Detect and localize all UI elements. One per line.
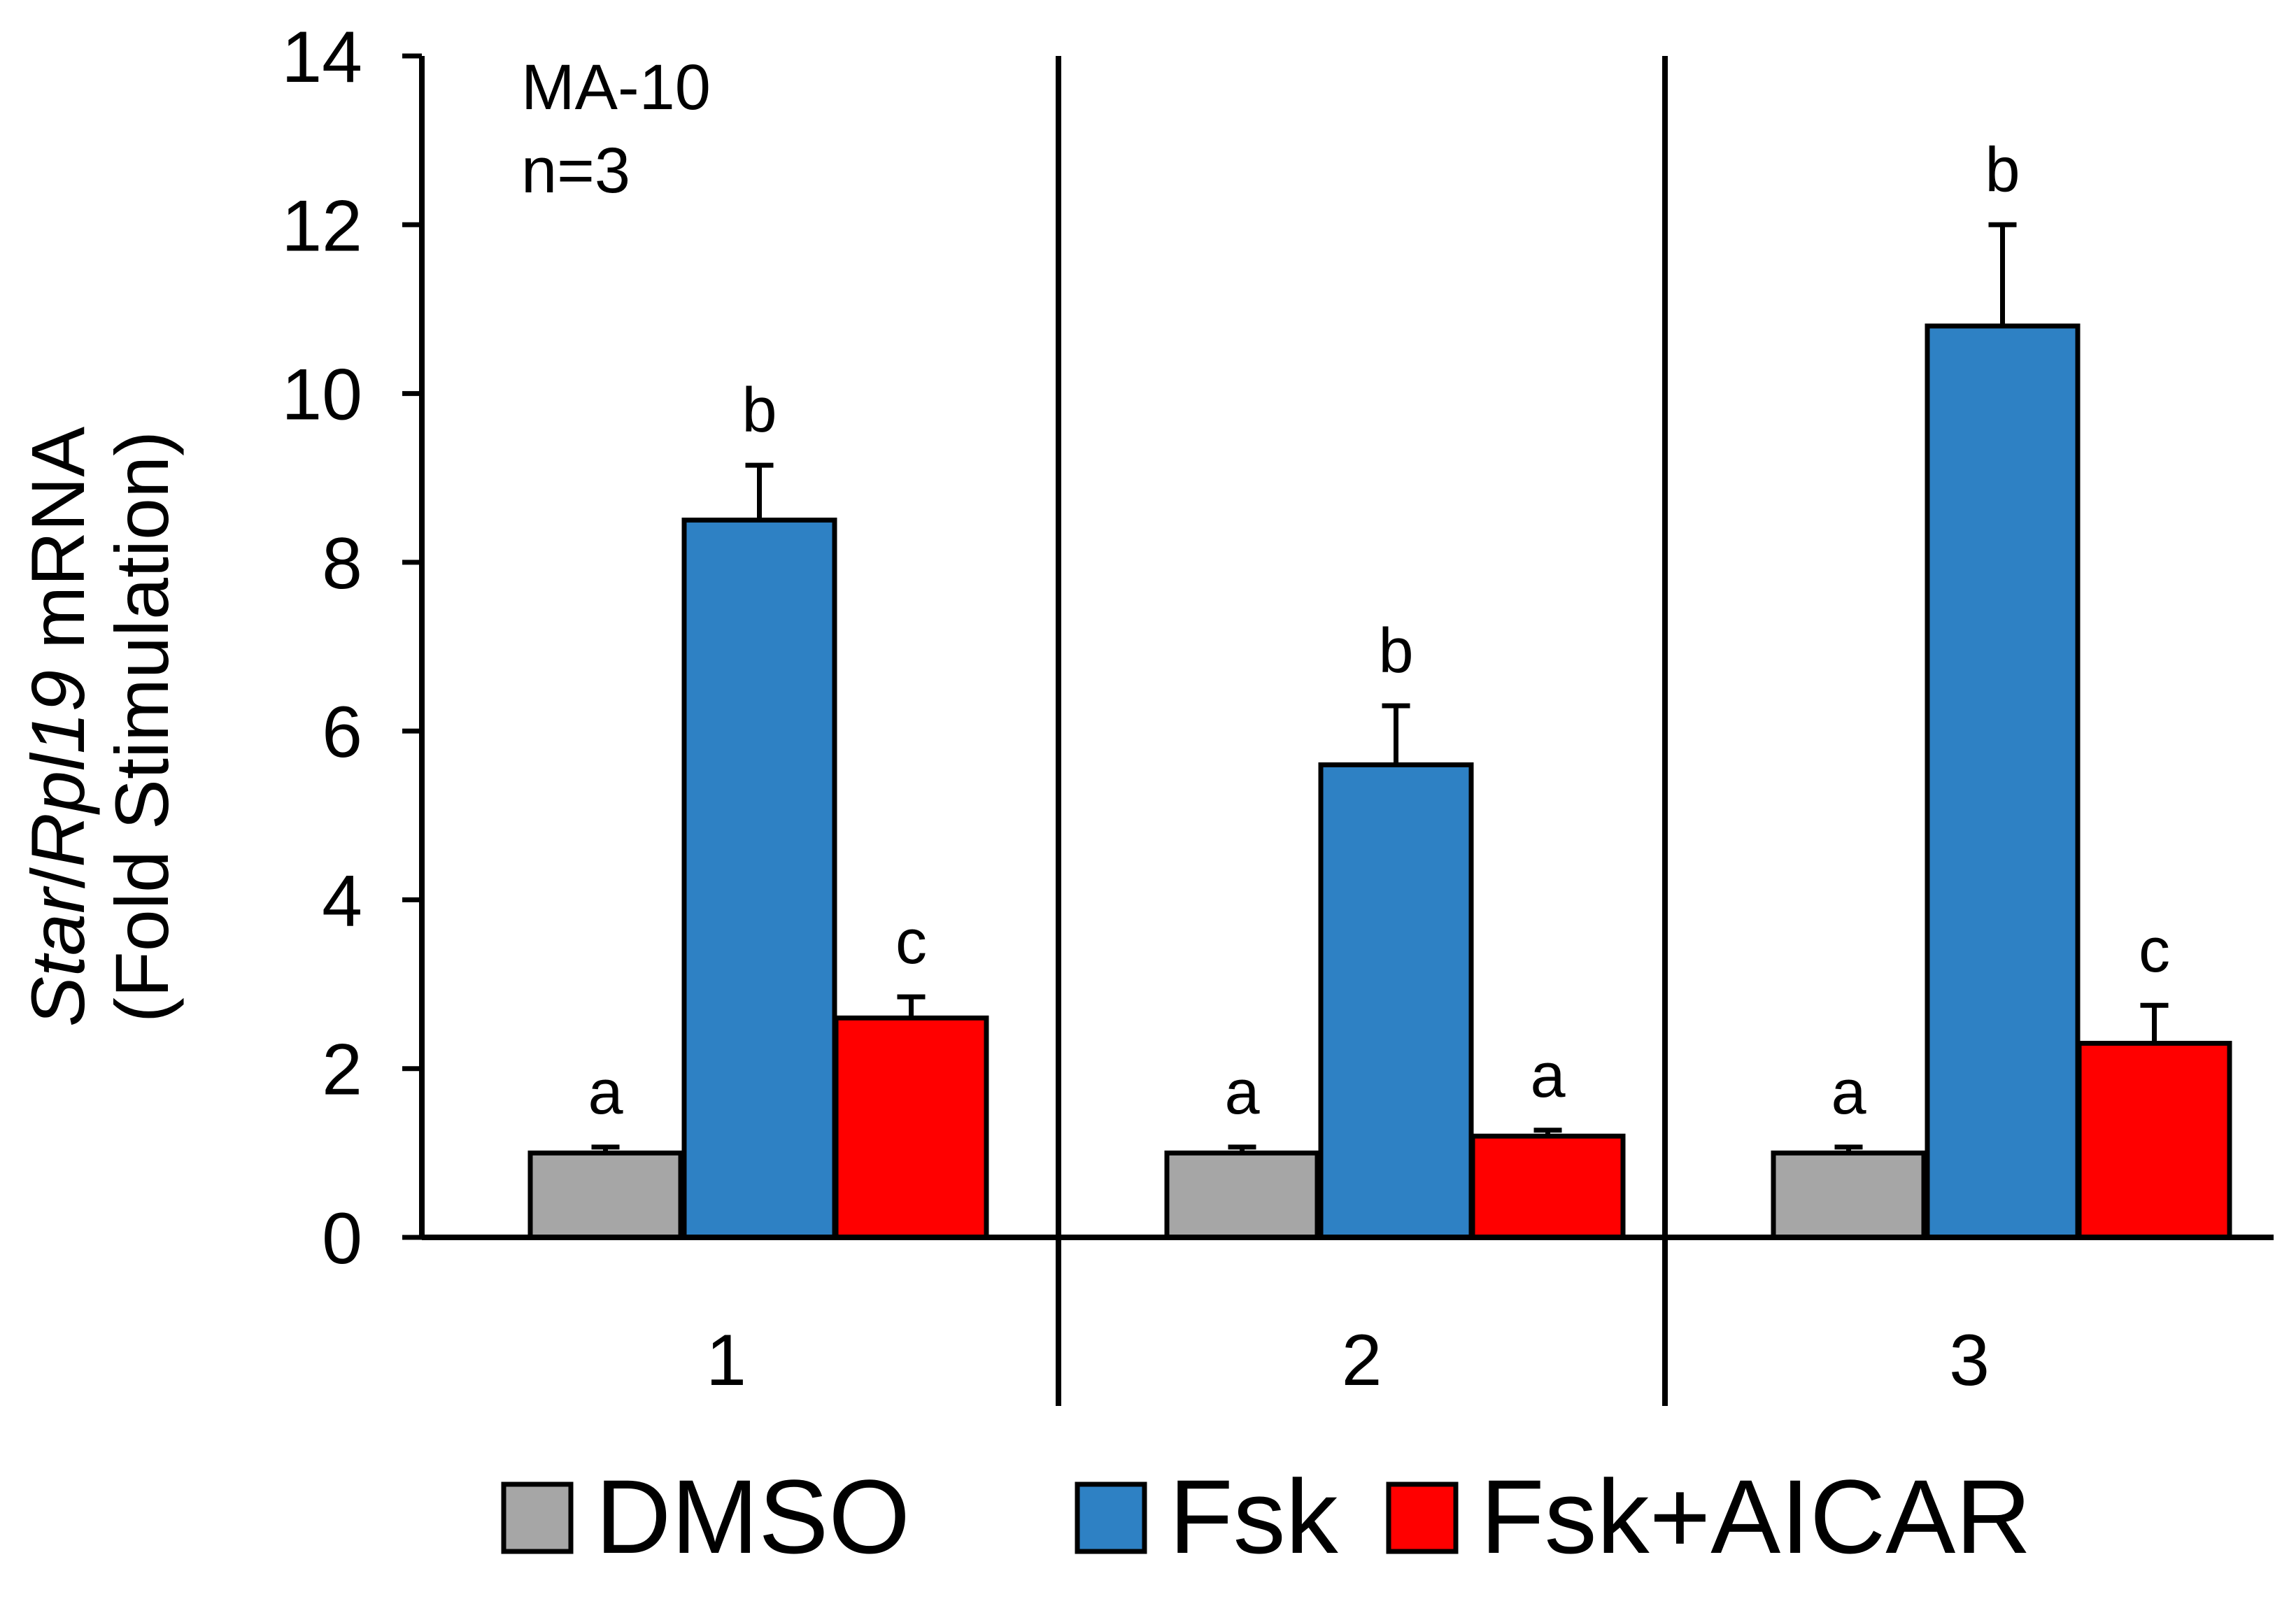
significance-label: c (2139, 916, 2170, 986)
bars: a a a b b b c a c (527, 135, 2232, 1240)
legend: DMSO Fsk Fsk+AICAR (501, 1458, 2032, 1575)
legend-swatch (1386, 1481, 1459, 1554)
significance-label: c (895, 907, 927, 977)
legend-swatch (1075, 1481, 1147, 1554)
bar (681, 518, 837, 1240)
x-category-label: 3 (1949, 1320, 1990, 1401)
bar (1318, 762, 1474, 1240)
legend-label: DMSO (595, 1458, 910, 1575)
annotation: MA-10 n=3 (521, 52, 711, 206)
y-tick-label: 12 (281, 185, 362, 267)
y-tick-label: 2 (322, 1030, 362, 1111)
y-tick-label: 4 (322, 860, 362, 941)
bar (2076, 1041, 2232, 1240)
bar (1925, 323, 2081, 1240)
y-axis-label-gene: Star (15, 886, 100, 1027)
annotation-cell-line: MA-10 (521, 52, 711, 123)
y-axis-label: Star/Rpl19 mRNA (Fold Stimulation) (15, 427, 184, 1027)
y-axis-label-suffix: mRNA (15, 427, 100, 670)
significance-label: a (1224, 1058, 1260, 1128)
bar (527, 1150, 683, 1240)
significance-label: a (1831, 1058, 1866, 1128)
significance-label: b (742, 376, 777, 446)
bar (1164, 1150, 1320, 1240)
y-tick-label: 8 (322, 523, 362, 604)
y-axis-label-line2: (Fold Stimulation) (99, 431, 184, 1023)
bar (1771, 1150, 1927, 1240)
significance-label: a (588, 1058, 623, 1128)
significance-label: b (1378, 616, 1413, 686)
axes-frame (419, 56, 2274, 1406)
group-labels: 1 2 3 (706, 1320, 1990, 1401)
y-axis-label-separator: / (15, 867, 100, 888)
x-category-label: 1 (706, 1320, 746, 1401)
y-axis-label-reference: Rpl19 (15, 670, 100, 867)
y-tick-label: 6 (322, 692, 362, 773)
legend-swatch (501, 1481, 574, 1554)
x-category-label: 2 (1342, 1320, 1382, 1401)
y-tick-label: 0 (322, 1198, 362, 1279)
y-tick-label: 10 (281, 355, 362, 436)
y-tick-label: 14 (281, 17, 362, 98)
legend-label: Fsk+AICAR (1480, 1458, 2032, 1575)
y-axis: 0 2 4 6 8 10 12 14 (281, 17, 422, 1279)
bar (833, 1015, 989, 1240)
y-axis-label-line1: Star/Rpl19 mRNA (15, 427, 100, 1027)
legend-label: Fsk (1169, 1458, 1339, 1575)
significance-label: b (1985, 135, 2020, 205)
bar (1470, 1133, 1626, 1240)
annotation-n: n=3 (521, 135, 630, 206)
significance-label: a (1530, 1041, 1566, 1111)
